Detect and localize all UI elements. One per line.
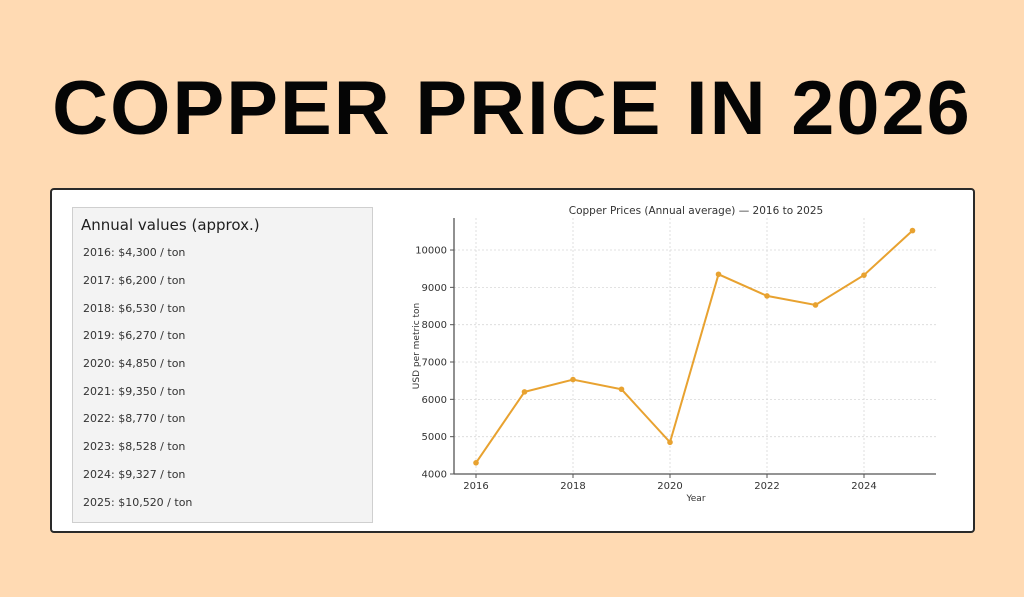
panel-item-2023: 2023: $8,528 / ton: [83, 440, 186, 453]
y-ticks: 4000 5000 6000 7000 8000 9000 10000: [415, 246, 454, 481]
y-tick-label: 5000: [422, 432, 447, 443]
panel-item-2019: 2019: $6,270 / ton: [83, 329, 186, 342]
panel-item-2017: 2017: $6,200 / ton: [83, 274, 186, 287]
data-point: [473, 460, 479, 466]
price-line: [475, 229, 914, 464]
chart-title: Copper Prices (Annual average) — 2016 to…: [569, 205, 823, 217]
data-point: [521, 389, 528, 395]
panel-item-2016: 2016: $4,300 / ton: [83, 246, 186, 259]
y-tick-label: 8000: [422, 320, 447, 331]
y-tick-label: 9000: [422, 283, 447, 294]
data-point: [812, 302, 819, 308]
panel-item-2022: 2022: $8,770 / ton: [83, 412, 186, 425]
page-headline: COPPER PRICE IN 2026: [52, 66, 972, 151]
x-ticks: 2016 2018 2020 2022 2024: [463, 474, 877, 492]
y-tick-label: 6000: [422, 395, 447, 406]
y-axis-label: USD per metric ton: [412, 303, 422, 389]
data-point: [909, 227, 916, 234]
y-tick-label: 10000: [415, 246, 447, 257]
x-tick-label: 2018: [560, 481, 585, 492]
data-point: [618, 386, 625, 393]
chart-card: Annual values (approx.) 2016: $4,300 / t…: [50, 188, 975, 533]
data-markers: [473, 227, 916, 466]
x-tick-label: 2022: [754, 481, 779, 492]
annual-values-panel: Annual values (approx.) 2016: $4,300 / t…: [72, 207, 373, 523]
panel-item-2025: 2025: $10,520 / ton: [83, 496, 193, 509]
panel-item-2018: 2018: $6,530 / ton: [83, 302, 186, 315]
x-axis-label: Year: [685, 494, 705, 504]
data-point: [667, 439, 673, 446]
y-tick-label: 7000: [422, 358, 447, 369]
x-tick-label: 2024: [851, 481, 876, 492]
data-point: [764, 293, 770, 299]
panel-item-2020: 2020: $4,850 / ton: [83, 357, 186, 370]
grid: [454, 218, 936, 475]
panel-item-2024: 2024: $9,327 / ton: [83, 468, 186, 481]
y-tick-label: 4000: [422, 470, 447, 481]
x-tick-label: 2016: [463, 481, 488, 492]
data-point: [715, 271, 722, 278]
data-point: [570, 376, 576, 383]
data-point: [861, 272, 867, 278]
line-chart: Copper Prices (Annual average) — 2016 to…: [412, 205, 936, 504]
x-tick-label: 2020: [657, 481, 682, 492]
panel-title: Annual values (approx.): [81, 216, 260, 234]
panel-item-2021: 2021: $9,350 / ton: [83, 385, 186, 398]
